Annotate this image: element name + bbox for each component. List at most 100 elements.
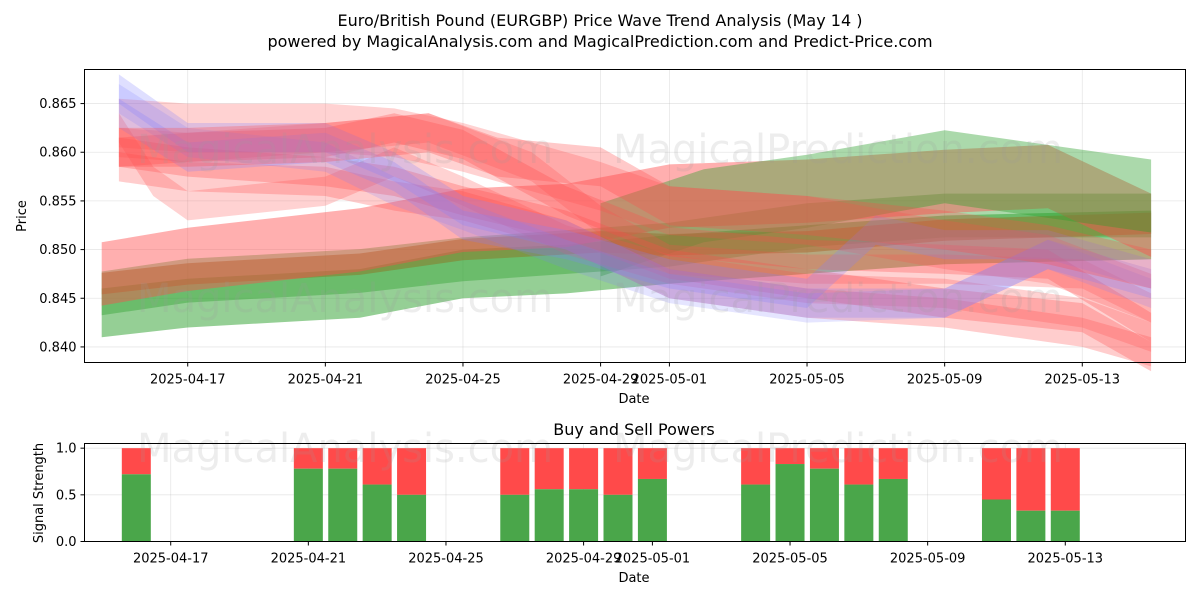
price-y-ticks: 0.840 0.845 0.850 0.855 0.860 0.865 [39, 97, 85, 355]
price-axes-frame [84, 69, 1186, 363]
price-band-red-9 [118, 137, 1152, 372]
watermark-left-bottom: MagicalAnalysis.com [137, 426, 553, 472]
price-band-red-15 [118, 113, 1152, 289]
price-y-tick-label: 0.840 [39, 340, 76, 355]
buy-bar [809, 468, 839, 542]
price-x-ticks: 2025-04-17 2025-04-21 2025-04-25 2025-04-29… [150, 362, 1121, 388]
watermark-right-top: MagicalPrediction.com [613, 127, 1063, 173]
price-band-green-5 [600, 130, 1152, 277]
power-x-tick-label: 2025-04-21 [271, 552, 347, 567]
power-title: Buy and Sell Powers [553, 420, 715, 439]
price-band-red-4 [101, 144, 1152, 306]
sell-bar [293, 448, 323, 469]
price-x-tick-label: 2025-05-13 [1045, 373, 1121, 388]
chart-subtitle: powered by MagicalAnalysis.com and Magic… [267, 32, 932, 51]
price-x-tick-label: 2025-04-25 [425, 373, 501, 388]
power-x-tick-label: 2025-05-01 [615, 552, 691, 567]
buy-bar [878, 478, 908, 542]
price-y-tick-label: 0.845 [39, 292, 76, 307]
watermark-left-top: MagicalAnalysis.com [137, 127, 553, 173]
sell-bar [328, 448, 358, 469]
price-band-green-2 [101, 193, 1152, 316]
sell-bar [775, 448, 805, 465]
buy-bar [534, 489, 564, 542]
buy-bar [637, 478, 667, 542]
price-x-tick-label: 2025-05-01 [632, 373, 708, 388]
sell-bar [1050, 448, 1080, 511]
chart-title: Euro/British Pound (EURGBP) Price Wave T… [338, 11, 863, 30]
price-band-red-6 [118, 98, 1152, 323]
buy-bar [293, 468, 323, 542]
price-band-olive-3 [101, 212, 1152, 295]
buy-bar [1016, 510, 1046, 542]
price-band-blue-13 [118, 98, 1152, 308]
buy-bar [121, 474, 151, 542]
sell-bar [844, 448, 874, 485]
buy-bar [981, 499, 1011, 542]
price-band-red-7 [118, 113, 1152, 343]
sell-bar [362, 448, 392, 485]
sell-bar [121, 448, 151, 475]
watermark-right-bottom: MagicalPrediction.com [613, 426, 1063, 472]
buy-bar [775, 464, 805, 542]
power-y-tick-label: 0.5 [56, 488, 77, 503]
price-band-blue-14 [118, 84, 1152, 323]
price-y-tick-label: 0.860 [39, 146, 76, 161]
price-y-tick-label: 0.850 [39, 243, 76, 258]
buy-bar [569, 489, 599, 542]
price-band-red-10 [118, 152, 1152, 367]
buy-bar [362, 484, 392, 542]
sell-bar [534, 448, 564, 490]
power-x-tick-label: 2025-05-13 [1028, 552, 1104, 567]
power-x-tick-label: 2025-04-25 [408, 552, 484, 567]
buy-bar [1050, 510, 1080, 542]
price-grid [84, 69, 1186, 363]
buy-bar [500, 494, 530, 542]
price-x-tick-label: 2025-04-29 [563, 373, 639, 388]
power-x-label: Date [618, 571, 649, 586]
power-axes-frame [84, 443, 1186, 542]
sell-bar [397, 448, 427, 495]
sell-bar [603, 448, 633, 495]
price-x-label: Date [618, 392, 649, 407]
price-band-red-8 [118, 113, 1152, 352]
watermark-right-mid: MagicalPrediction.com [613, 276, 1063, 322]
price-x-tick-label: 2025-05-09 [907, 373, 983, 388]
price-y-label: Price [15, 200, 30, 232]
power-x-tick-label: 2025-04-29 [546, 552, 622, 567]
buy-bar [603, 494, 633, 542]
buy-bar [741, 484, 771, 542]
sell-bar [637, 448, 667, 479]
price-band-blue-12 [118, 74, 1152, 318]
sell-bar [878, 448, 908, 479]
price-y-tick-label: 0.865 [39, 97, 76, 112]
sell-bar [809, 448, 839, 469]
power-x-tick-label: 2025-05-05 [752, 552, 828, 567]
price-y-tick-label: 0.855 [39, 194, 76, 209]
price-x-tick-label: 2025-05-05 [769, 373, 845, 388]
sell-bar [1016, 448, 1046, 511]
sell-bar [741, 448, 771, 485]
sell-bar [569, 448, 599, 490]
power-y-tick-label: 0.0 [56, 535, 77, 550]
power-plot: Buy and Sell Powers MagicalAnalysis.com … [32, 420, 1186, 586]
power-y-tick-label: 1.0 [56, 442, 77, 457]
power-y-label: Signal Strength [32, 443, 47, 543]
power-x-ticks: 2025-04-17 2025-04-21 2025-04-25 2025-04-29… [133, 541, 1104, 567]
sell-bar [981, 448, 1011, 500]
price-bands [101, 74, 1152, 372]
power-y-ticks: 0.0 0.5 1.0 [56, 442, 85, 550]
buy-bar [328, 468, 358, 542]
price-band-red-11 [118, 113, 1152, 323]
power-x-tick-label: 2025-05-09 [890, 552, 966, 567]
price-x-tick-label: 2025-04-17 [150, 373, 226, 388]
sell-bar [500, 448, 530, 495]
watermark-left-mid: MagicalAnalysis.com [137, 276, 553, 322]
buy-bar [397, 494, 427, 542]
price-x-tick-label: 2025-04-21 [288, 373, 364, 388]
price-plot: MagicalAnalysis.com MagicalPrediction.co… [15, 69, 1186, 407]
power-x-tick-label: 2025-04-17 [133, 552, 209, 567]
buy-bar [844, 484, 874, 542]
